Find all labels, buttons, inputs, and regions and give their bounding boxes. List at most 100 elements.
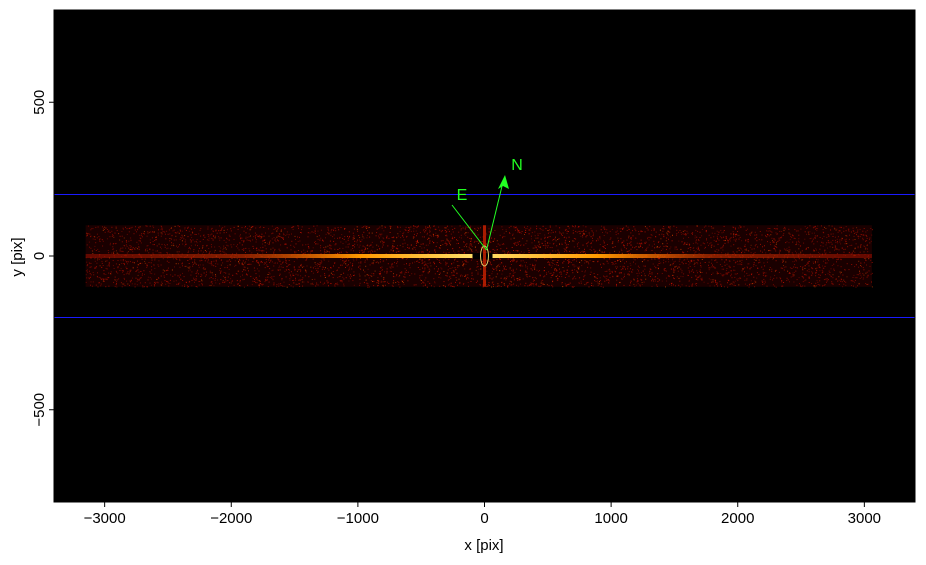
noise-dot <box>99 238 101 240</box>
noise-dot <box>519 277 521 279</box>
noise-dot <box>154 281 156 283</box>
noise-dot <box>211 233 213 235</box>
noise-dot <box>678 231 679 233</box>
noise-dot <box>118 278 120 280</box>
noise-dot <box>95 267 97 269</box>
noise-dot <box>181 240 183 242</box>
noise-dot <box>652 278 653 280</box>
noise-dot <box>788 232 790 234</box>
noise-dot <box>622 268 624 270</box>
noise-dot <box>669 236 671 238</box>
noise-dot <box>465 274 467 276</box>
noise-dot <box>819 284 821 286</box>
noise-dot <box>291 227 293 229</box>
noise-dot <box>118 233 120 235</box>
noise-dot <box>122 251 124 253</box>
noise-dot <box>155 236 157 238</box>
noise-dot <box>358 239 360 241</box>
noise-dot <box>238 249 240 251</box>
noise-dot <box>415 240 417 242</box>
noise-dot <box>757 246 759 248</box>
noise-dot <box>792 275 794 277</box>
noise-dot <box>734 285 736 286</box>
noise-dot <box>781 236 783 238</box>
noise-dot <box>261 284 263 286</box>
noise-dot <box>594 276 596 278</box>
noise-dot <box>804 226 806 228</box>
noise-dot <box>832 274 834 276</box>
noise-dot <box>665 240 667 242</box>
noise-dot <box>377 280 378 282</box>
noise-dot <box>272 247 274 249</box>
noise-dot <box>468 277 470 279</box>
noise-dot <box>265 277 267 279</box>
noise-dot <box>492 271 494 273</box>
noise-dot <box>445 251 447 253</box>
noise-dot <box>619 228 621 230</box>
noise-dot <box>812 272 814 274</box>
noise-dot <box>265 258 267 260</box>
noise-dot <box>424 267 426 269</box>
noise-dot <box>737 231 739 232</box>
noise-dot <box>105 274 107 275</box>
noise-dot <box>564 240 566 242</box>
noise-dot <box>493 252 495 253</box>
noise-dot <box>566 269 568 271</box>
noise-dot <box>800 284 801 286</box>
noise-dot <box>578 225 580 227</box>
noise-dot <box>369 236 371 238</box>
noise-dot <box>408 227 410 229</box>
noise-dot <box>624 247 626 248</box>
noise-dot <box>627 226 629 228</box>
noise-dot <box>477 263 479 265</box>
noise-dot <box>463 242 465 243</box>
noise-dot <box>113 253 115 255</box>
noise-dot <box>133 257 135 259</box>
noise-dot <box>92 272 94 273</box>
noise-dot <box>866 264 867 266</box>
noise-dot <box>424 231 426 233</box>
noise-dot <box>747 267 748 269</box>
noise-dot <box>772 279 774 281</box>
noise-dot <box>815 285 817 287</box>
noise-dot <box>603 252 605 253</box>
noise-dot <box>285 235 287 236</box>
noise-dot <box>97 258 99 260</box>
noise-dot <box>649 225 651 227</box>
noise-dot <box>589 274 591 275</box>
noise-dot <box>179 244 180 246</box>
noise-dot <box>692 232 694 234</box>
noise-dot <box>393 280 395 282</box>
noise-dot <box>698 249 700 251</box>
noise-dot <box>685 285 687 287</box>
noise-dot <box>409 263 411 265</box>
noise-dot <box>663 228 665 230</box>
noise-dot <box>482 275 484 276</box>
noise-dot <box>504 284 506 286</box>
noise-dot <box>298 225 300 227</box>
noise-dot <box>286 263 288 264</box>
noise-dot <box>213 235 214 237</box>
noise-dot <box>572 232 574 234</box>
noise-dot <box>208 235 210 237</box>
noise-dot <box>353 236 355 238</box>
noise-dot <box>502 229 504 231</box>
noise-dot <box>666 257 668 259</box>
noise-dot <box>813 285 815 287</box>
noise-dot <box>170 274 172 276</box>
noise-dot <box>564 277 566 278</box>
noise-dot <box>630 280 632 282</box>
noise-dot <box>802 272 804 274</box>
noise-dot <box>804 268 806 269</box>
noise-dot <box>698 239 699 241</box>
noise-dot <box>525 274 527 276</box>
noise-dot <box>314 231 316 233</box>
noise-dot <box>401 272 403 274</box>
noise-dot <box>147 232 149 234</box>
noise-dot <box>90 236 92 238</box>
noise-dot <box>865 247 867 249</box>
noise-dot <box>815 229 816 230</box>
noise-dot <box>422 230 424 232</box>
noise-dot <box>722 274 724 276</box>
noise-dot <box>644 268 646 270</box>
